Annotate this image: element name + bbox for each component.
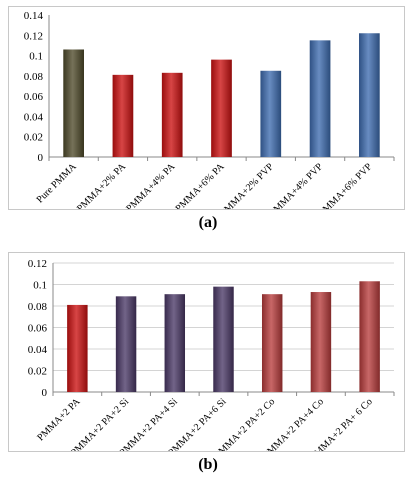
y-tick-label: 0 — [38, 152, 44, 164]
bar — [161, 72, 183, 157]
x-tick-label: PMMA+2% PA — [75, 161, 129, 209]
bar — [359, 33, 380, 157]
y-tick-label: 0 — [42, 387, 48, 399]
y-tick-label: 0.06 — [24, 91, 44, 103]
x-tick-label: Pure PMMA — [35, 161, 80, 206]
y-tick-label: 0.06 — [28, 323, 48, 335]
bar — [213, 286, 234, 392]
bar — [211, 59, 232, 157]
y-tick-label: 0.1 — [29, 51, 43, 63]
caption-a: (a) — [198, 214, 218, 231]
x-tick-label: PMMA+4% PVP — [268, 161, 326, 209]
bar — [112, 74, 134, 157]
chart-panel-b: 0 0.02 0.04 0.06 0.08 0.1 0.12 PMMA+2 PA PMMA+2 … — [8, 252, 405, 463]
x-tick-label: PMMA+4% PA — [124, 161, 178, 209]
x-tick-label: PMMA+6% PVP — [317, 161, 375, 209]
chart-panel-a: 0 0.02 0.04 0.06 0.08 0.1 0.12 0.14 Pure PMMA PMM… — [8, 6, 405, 219]
x-tick-label: PMMA+2 PA — [35, 396, 83, 444]
bar — [115, 296, 137, 392]
y-tick-label: 0.04 — [24, 111, 44, 123]
y-tick-label: 0.08 — [24, 71, 44, 83]
bar — [67, 304, 88, 392]
bar — [63, 49, 84, 157]
bar — [359, 281, 380, 392]
y-tick-label: 0.1 — [33, 280, 47, 292]
bar — [310, 292, 332, 392]
y-tick-label: 0.12 — [24, 30, 43, 42]
bar — [261, 294, 283, 392]
y-tick-label: 0.14 — [24, 10, 44, 22]
y-tick-label: 0.02 — [28, 366, 47, 378]
x-tick-label: PMMA+6% PA — [174, 161, 228, 209]
bar — [309, 40, 331, 157]
bar — [260, 70, 282, 157]
x-tick-label: PMMA+2% PVP — [218, 161, 276, 209]
y-tick-label: 0.02 — [24, 132, 43, 144]
bar — [164, 294, 186, 392]
y-tick-label: 0.08 — [28, 301, 48, 313]
y-tick-label: 0.12 — [28, 258, 47, 270]
y-tick-label: 0.04 — [28, 344, 48, 356]
caption-b: (b) — [198, 456, 218, 473]
